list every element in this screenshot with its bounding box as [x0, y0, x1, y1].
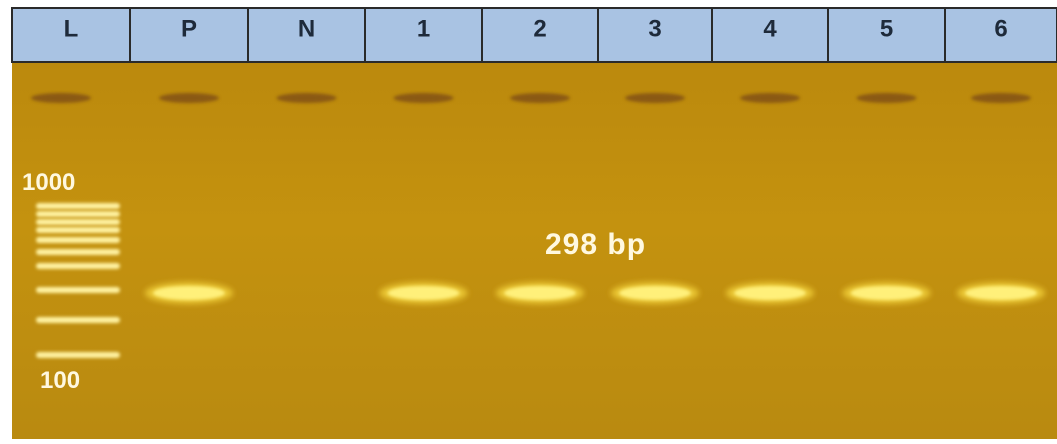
- band: [619, 286, 691, 300]
- ladder-band: [36, 352, 120, 358]
- band: [965, 286, 1037, 300]
- lane-label: P: [181, 15, 197, 42]
- gel-image: L P N 1 2 3 4 5 6 1000 100 298 bp: [0, 0, 1057, 439]
- well: [857, 93, 917, 103]
- well: [31, 93, 91, 103]
- ladder-band: [36, 263, 120, 269]
- ladder-band: [36, 227, 120, 233]
- well: [394, 93, 454, 103]
- wells: [31, 93, 1031, 103]
- well: [159, 93, 219, 103]
- band: [734, 286, 806, 300]
- well: [625, 93, 685, 103]
- band: [851, 286, 923, 300]
- ladder-band: [36, 211, 120, 217]
- ladder-band: [36, 317, 120, 323]
- band: [388, 286, 460, 300]
- ladder-band: [36, 219, 120, 225]
- ladder-band: [36, 203, 120, 209]
- ladder-top-label: 1000: [22, 169, 75, 196]
- lane-label: L: [64, 15, 79, 42]
- well: [277, 93, 337, 103]
- lane-label: 3: [648, 15, 661, 42]
- well: [740, 93, 800, 103]
- lane-label: N: [298, 15, 315, 42]
- band: [504, 286, 576, 300]
- lane-label: 1: [417, 15, 430, 42]
- band: [153, 286, 225, 300]
- lane-label: 4: [763, 15, 777, 42]
- band-size-annotation: 298 bp: [545, 228, 646, 261]
- lane-label: 5: [880, 15, 893, 42]
- well: [510, 93, 570, 103]
- ladder-band: [36, 287, 120, 293]
- lane-label: 6: [994, 15, 1007, 42]
- well: [971, 93, 1031, 103]
- ladder-bottom-label: 100: [40, 367, 80, 394]
- lane-label: 2: [533, 15, 546, 42]
- ladder-band: [36, 249, 120, 255]
- ladder-band: [36, 237, 120, 243]
- gel-background: [12, 8, 1057, 439]
